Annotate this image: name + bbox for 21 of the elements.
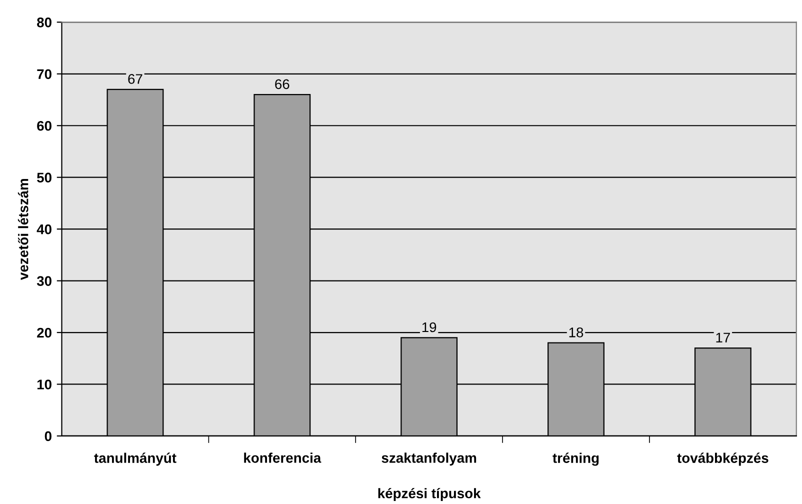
data-label: 18	[569, 328, 584, 338]
data-label: 66	[275, 79, 290, 90]
x-tick-label: szaktanfolyam	[382, 452, 476, 466]
x-tick-label: továbbképzés	[677, 452, 768, 466]
y-tick-label: 60	[37, 120, 52, 131]
data-label: 17	[716, 332, 730, 342]
x-tick-label: tréning	[552, 452, 599, 466]
y-tick-label: 80	[37, 18, 52, 28]
y-tick-label: 70	[37, 69, 52, 80]
y-tick-label: 30	[36, 276, 52, 286]
data-label: 19	[422, 322, 436, 332]
data-label: 67	[128, 74, 142, 84]
y-tick-label: 20	[37, 328, 52, 338]
y-tick-label: 40	[36, 224, 52, 234]
y-tick-label: 50	[37, 172, 52, 183]
y-tick-label: 10	[37, 380, 52, 390]
y-axis-title: vezetői létszám	[18, 178, 28, 280]
x-tick-label: tanulmányút	[94, 452, 176, 466]
x-axis-title: képzési típusok	[378, 488, 481, 502]
x-tick-label: konferencia	[244, 452, 322, 463]
y-tick-label: 0	[44, 431, 52, 442]
